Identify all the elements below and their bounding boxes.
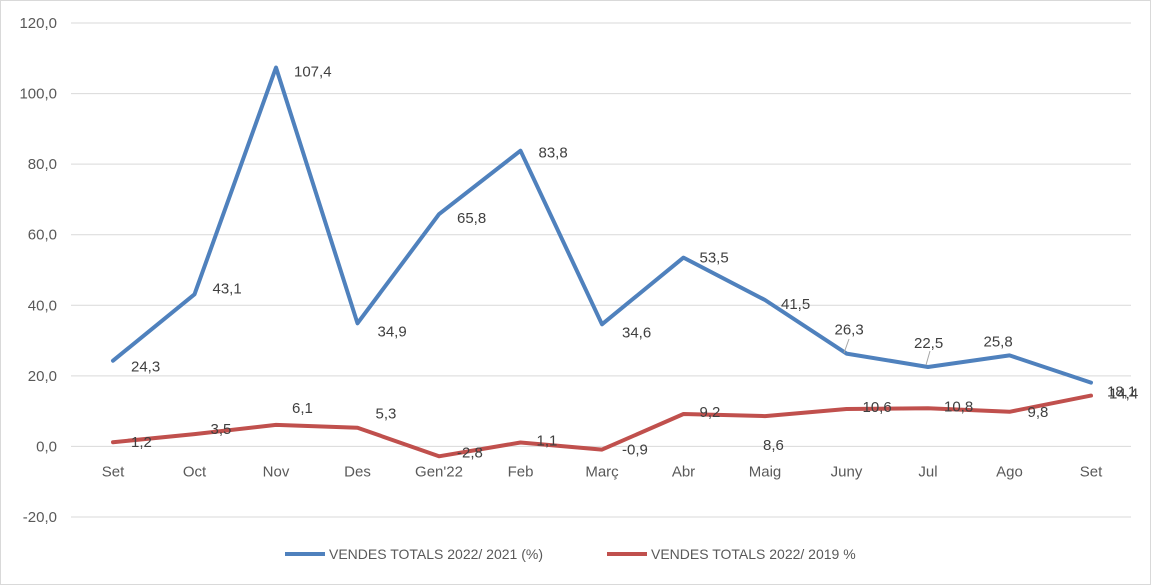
x-tick-label: Set: [102, 463, 125, 480]
data-label: 1,2: [131, 434, 152, 451]
x-tick-label: Des: [344, 463, 371, 480]
leader-line: [844, 339, 849, 353]
x-tick-label: Ago: [996, 463, 1023, 480]
data-label: 10,8: [944, 398, 973, 415]
y-tick-label: -20,0: [23, 509, 57, 526]
data-label: 22,5: [914, 335, 943, 352]
data-label: 34,6: [622, 324, 651, 341]
y-tick-label: 100,0: [19, 86, 57, 103]
data-label: 1,1: [537, 433, 558, 450]
data-label: 8,6: [763, 437, 784, 454]
series-line-1: [113, 68, 1091, 383]
y-tick-label: 0,0: [36, 438, 57, 455]
y-tick-label: 40,0: [28, 297, 57, 314]
y-tick-label: 120,0: [19, 15, 57, 32]
data-label: 65,8: [457, 210, 486, 227]
data-label: 3,5: [211, 421, 232, 438]
y-tick-label: 80,0: [28, 156, 57, 173]
legend-label-1: VENDES TOTALS 2022/ 2021 (%): [329, 546, 543, 562]
y-axis: -20,0 0,0 20,0 40,0 60,0 80,0 100,0 120,0: [19, 15, 57, 526]
data-label: 25,8: [984, 333, 1013, 350]
data-labels: 24,3 43,1 107,4 34,9 65,8 83,8 34,6 53,5 41,5 26,…: [131, 63, 1138, 461]
legend: VENDES TOTALS 2022/ 2021 (%) VENDES TOTAL…: [285, 546, 856, 562]
x-tick-label: Juny: [831, 463, 863, 480]
y-tick-label: 60,0: [28, 227, 57, 244]
data-label: 43,1: [213, 280, 242, 297]
x-tick-label: Feb: [508, 463, 534, 480]
x-tick-label: Gen'22: [415, 463, 463, 480]
data-label: 9,2: [700, 404, 721, 421]
data-label: 83,8: [539, 145, 568, 162]
data-label: 53,5: [700, 250, 729, 267]
x-tick-label: Jul: [918, 463, 937, 480]
leader-line: [926, 351, 930, 365]
data-label: 9,8: [1028, 404, 1049, 421]
x-tick-label: Set: [1080, 463, 1103, 480]
gridlines: [71, 23, 1131, 517]
data-label: 6,1: [292, 400, 313, 417]
data-label: -0,9: [622, 442, 648, 459]
data-label: 26,3: [835, 322, 864, 339]
x-tick-label: Març: [585, 463, 619, 480]
data-label: 5,3: [376, 406, 397, 423]
x-tick-label: Maig: [749, 463, 782, 480]
data-label: 14,4: [1109, 386, 1138, 403]
data-label: 41,5: [781, 296, 810, 313]
x-tick-label: Oct: [183, 463, 207, 480]
data-label: 107,4: [294, 63, 332, 80]
data-label: 24,3: [131, 359, 160, 376]
data-label: 10,6: [863, 399, 892, 416]
data-label: 34,9: [378, 323, 407, 340]
x-tick-label: Abr: [672, 463, 695, 480]
data-label: -2,8: [457, 444, 483, 461]
x-axis: Set Oct Nov Des Gen'22 Feb Març Abr Maig Juny Jul A…: [102, 463, 1103, 480]
y-tick-label: 20,0: [28, 368, 57, 385]
x-tick-label: Nov: [263, 463, 290, 480]
legend-label-2: VENDES TOTALS 2022/ 2019 %: [651, 546, 856, 562]
